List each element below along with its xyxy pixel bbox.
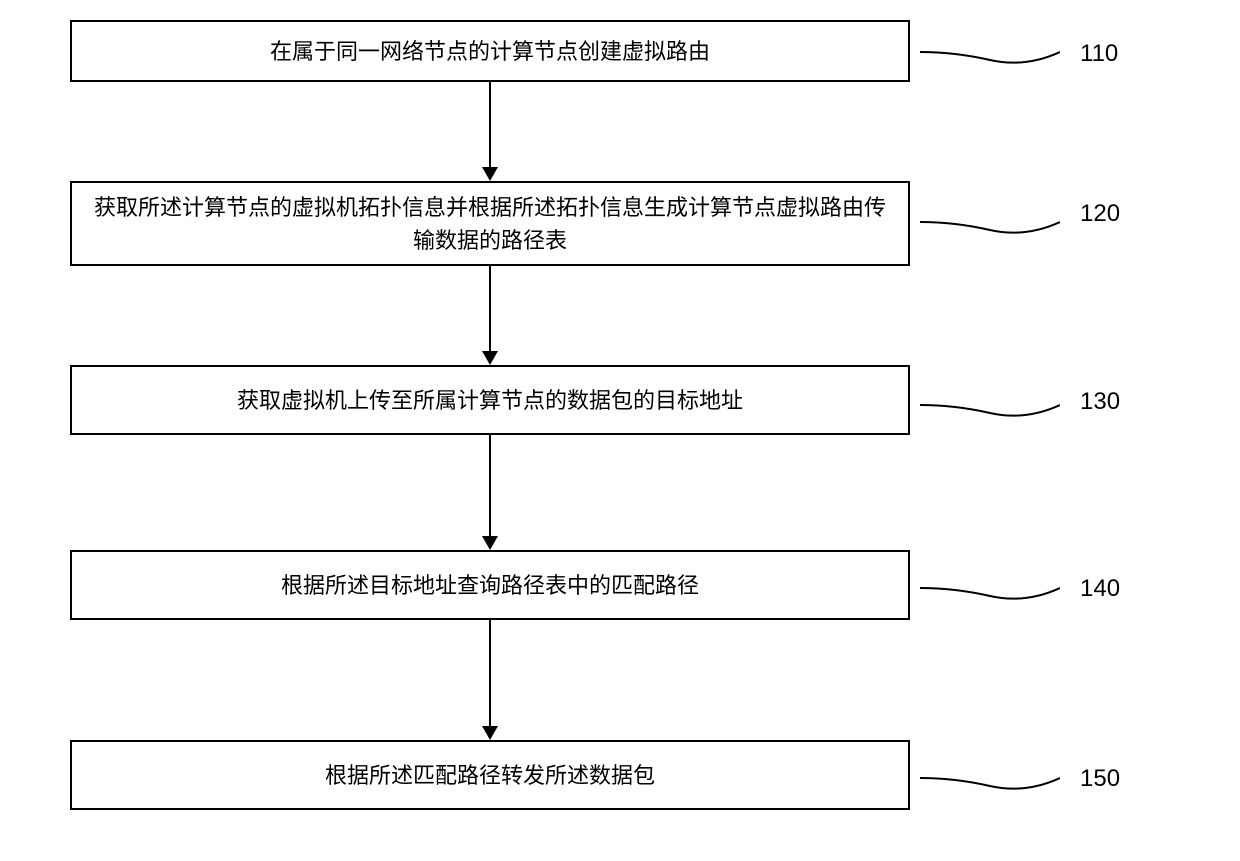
step-box-130: 获取虚拟机上传至所属计算节点的数据包的目标地址 [70,365,910,435]
arrow-head-3 [482,536,498,550]
arrow-line-4 [489,620,491,726]
arrow-line-3 [489,435,491,536]
flowchart-container: 在属于同一网络节点的计算节点创建虚拟路由 110 获取所述计算节点的虚拟机拓扑信… [0,0,1240,861]
step-text-130: 获取虚拟机上传至所属计算节点的数据包的目标地址 [237,384,743,417]
step-number-150: 150 [1080,765,1120,793]
step-text-120: 获取所述计算节点的虚拟机拓扑信息并根据所述拓扑信息生成计算节点虚拟路由传输数据的… [88,191,892,257]
step-text-140: 根据所述目标地址查询路径表中的匹配路径 [281,569,699,602]
step-number-140: 140 [1080,575,1120,603]
curve-connector-140 [920,578,1060,608]
arrow-head-4 [482,726,498,740]
step-number-110: 110 [1080,40,1118,68]
step-number-130: 130 [1080,388,1120,416]
step-box-150: 根据所述匹配路径转发所述数据包 [70,740,910,810]
step-box-120: 获取所述计算节点的虚拟机拓扑信息并根据所述拓扑信息生成计算节点虚拟路由传输数据的… [70,181,910,266]
arrow-line-2 [489,266,491,351]
step-number-120: 120 [1080,200,1120,228]
arrow-head-2 [482,351,498,365]
curve-connector-120 [920,212,1060,242]
curve-connector-150 [920,768,1060,798]
arrow-line-1 [489,82,491,167]
step-text-150: 根据所述匹配路径转发所述数据包 [325,759,655,792]
arrow-head-1 [482,167,498,181]
curve-connector-130 [920,395,1060,425]
curve-connector-110 [920,42,1060,72]
step-box-110: 在属于同一网络节点的计算节点创建虚拟路由 [70,20,910,82]
step-text-110: 在属于同一网络节点的计算节点创建虚拟路由 [270,35,710,68]
step-box-140: 根据所述目标地址查询路径表中的匹配路径 [70,550,910,620]
